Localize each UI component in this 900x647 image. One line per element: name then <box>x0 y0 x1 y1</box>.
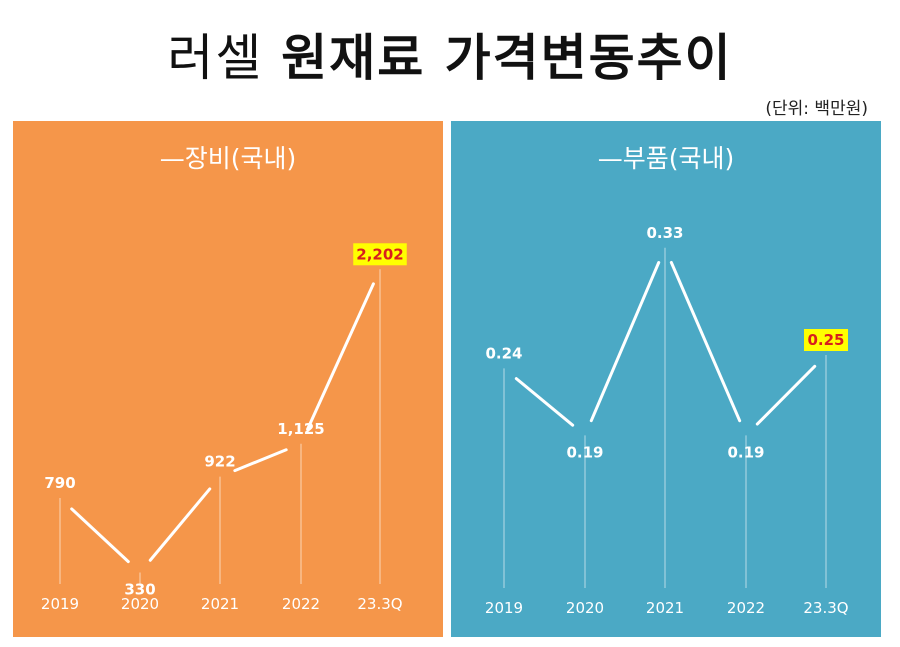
parts-chart-svg: 0.24 0.19 0.33 0.19 0.25 2019 2020 2021 2022 23.3… <box>485 224 849 617</box>
x-tick-label: 2020 <box>566 599 604 617</box>
data-label: 922 <box>204 453 235 471</box>
series-line-segment <box>233 448 288 473</box>
x-tick-label: 23.3Q <box>357 595 402 613</box>
equipment-chart-panel: —장비(국내) 790 330 922 1,125 2,202 2019 2020 2021 2… <box>13 121 443 637</box>
data-label: 330 <box>124 581 155 599</box>
title-light: 러셀 <box>167 29 264 87</box>
highlight-box <box>353 243 407 266</box>
chart-title: —장비(국내) <box>159 144 297 173</box>
data-label: 0.24 <box>485 344 522 362</box>
data-label-highlight: 0.25 <box>807 331 844 349</box>
series-line-segment <box>148 487 212 562</box>
unit-note: (단위: 백만원) <box>765 99 868 119</box>
x-tick-label: 2021 <box>201 595 239 613</box>
series-line-segment <box>589 261 661 423</box>
x-tick-label: 2020 <box>121 595 159 613</box>
x-tick-label: 2019 <box>485 599 523 617</box>
series-line-segment <box>669 260 742 423</box>
data-label: 0.33 <box>646 224 683 242</box>
highlight-box <box>804 329 848 351</box>
series-line-segment <box>755 364 817 426</box>
data-label: 790 <box>44 474 75 492</box>
data-label: 1,125 <box>277 420 324 438</box>
equipment-chart-svg: 790 330 922 1,125 2,202 2019 2020 2021 2022 23.3Q <box>41 243 407 613</box>
page-title: 러셀 원재료 가격변동추이 <box>0 22 900 94</box>
x-tick-label: 2022 <box>282 595 320 613</box>
x-tick-label: 2021 <box>646 599 684 617</box>
data-label: 0.19 <box>566 443 603 461</box>
x-tick-label: 2019 <box>41 595 79 613</box>
x-tick-label: 2022 <box>727 599 765 617</box>
title-bold: 원재료 가격변동추이 <box>281 29 733 87</box>
series-line-segment <box>514 377 575 427</box>
data-label-highlight: 2,202 <box>356 245 403 263</box>
series-line-segment <box>70 507 130 564</box>
chart-title: —부품(국내) <box>597 144 735 173</box>
series-line-segment <box>306 282 375 431</box>
parts-chart-panel: —부품(국내) 0.24 0.19 0.33 0.19 0.25 2019 2020 2021… <box>451 121 881 637</box>
x-tick-label: 23.3Q <box>803 599 848 617</box>
data-label: 0.19 <box>727 443 764 461</box>
